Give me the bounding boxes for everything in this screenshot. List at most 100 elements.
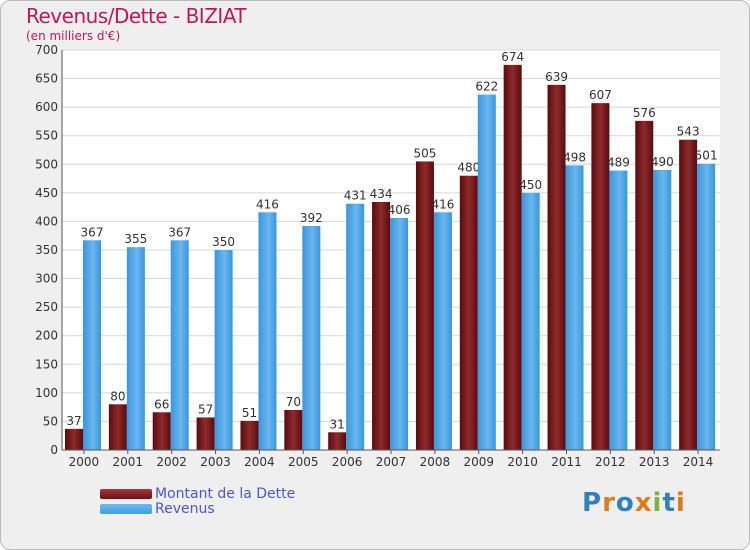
- bar-revenus: [653, 170, 672, 450]
- y-tick-label: 200: [35, 329, 58, 343]
- value-label-dette: 70: [286, 395, 301, 409]
- value-label-dette: 480: [457, 161, 480, 175]
- x-tick-label: 2013: [639, 455, 670, 469]
- chart-subtitle: (en milliers d'€): [26, 29, 121, 43]
- bar-dette: [108, 404, 127, 450]
- x-tick-label: 2012: [595, 455, 626, 469]
- y-tick-label: 600: [35, 100, 58, 114]
- x-tick-label: 2014: [683, 455, 714, 469]
- bar-revenus: [433, 212, 452, 450]
- value-label-dette: 434: [370, 187, 393, 201]
- y-tick-label: 550: [35, 129, 58, 143]
- value-label-dette: 66: [154, 397, 169, 411]
- logo-letter: P: [582, 488, 603, 518]
- y-tick-label: 500: [35, 157, 58, 171]
- value-label-dette: 576: [633, 106, 656, 120]
- bar-dette: [415, 161, 434, 450]
- logo-letter: x: [634, 488, 653, 518]
- bar-revenus: [565, 165, 584, 450]
- legend-item-revenus: Revenus: [100, 501, 400, 517]
- logo-letter: i: [675, 488, 686, 518]
- bar-dette: [152, 412, 171, 450]
- y-tick-label: 100: [35, 386, 58, 400]
- logo-letter: i: [652, 488, 663, 518]
- chart-title: Revenus/Dette - BIZIAT: [26, 4, 247, 28]
- value-label-revenus: 498: [563, 150, 586, 164]
- legend-item-dette: Montant de la Dette: [100, 486, 400, 502]
- value-label-dette: 543: [677, 125, 700, 139]
- y-tick-label: 50: [43, 414, 58, 428]
- x-tick-label: 2010: [507, 455, 538, 469]
- bar-revenus: [609, 170, 628, 451]
- x-tick-label: 2009: [463, 455, 494, 469]
- value-label-revenus: 355: [124, 232, 147, 246]
- value-label-revenus: 350: [212, 235, 235, 249]
- y-tick-label: 450: [35, 186, 58, 200]
- value-label-dette: 31: [330, 417, 345, 431]
- y-tick-label: 700: [35, 43, 58, 57]
- value-label-revenus: 392: [300, 211, 323, 225]
- value-label-dette: 51: [242, 406, 257, 420]
- bar-revenus: [346, 203, 365, 450]
- value-label-revenus: 489: [607, 156, 630, 170]
- y-tick-label: 0: [50, 443, 58, 457]
- bar-dette: [635, 120, 654, 450]
- value-label-revenus: 431: [344, 189, 367, 203]
- bar-revenus: [214, 250, 233, 450]
- proxiti-logo: Proxiti: [582, 488, 686, 518]
- y-tick-label: 650: [35, 72, 58, 86]
- value-label-dette: 505: [413, 146, 436, 160]
- logo-letter: o: [615, 488, 635, 518]
- bar-revenus: [477, 94, 496, 451]
- legend-label-dette: Montant de la Dette: [155, 486, 296, 502]
- bar-dette: [240, 420, 259, 450]
- x-tick-label: 2005: [288, 455, 319, 469]
- value-label-revenus: 367: [168, 225, 191, 239]
- value-label-revenus: 490: [651, 155, 674, 169]
- bar-revenus: [302, 226, 321, 450]
- value-label-revenus: 406: [388, 203, 411, 217]
- value-label-dette: 80: [110, 389, 125, 403]
- value-label-revenus: 450: [519, 178, 542, 192]
- x-tick-label: 2003: [200, 455, 231, 469]
- y-tick-label: 400: [35, 214, 58, 228]
- x-tick-label: 2007: [376, 455, 407, 469]
- bar-dette: [65, 428, 83, 450]
- legend-swatch-dette: [100, 489, 152, 499]
- value-label-revenus: 501: [695, 149, 718, 163]
- value-label-dette: 37: [66, 414, 81, 428]
- bar-revenus: [170, 240, 189, 450]
- bar-revenus: [126, 247, 145, 450]
- bar-revenus: [83, 240, 101, 450]
- bar-dette: [547, 84, 566, 450]
- value-label-revenus: 416: [256, 197, 279, 211]
- y-tick-label: 300: [35, 272, 58, 286]
- bar-revenus: [390, 218, 409, 450]
- value-label-dette: 674: [501, 50, 524, 64]
- bar-revenus: [697, 163, 716, 450]
- legend-label-revenus: Revenus: [155, 501, 215, 517]
- x-tick-label: 2008: [420, 455, 451, 469]
- value-label-revenus: 622: [475, 80, 498, 94]
- bar-dette: [459, 175, 478, 450]
- y-tick-label: 250: [35, 300, 58, 314]
- bar-dette: [591, 103, 610, 451]
- value-label-revenus: 416: [431, 197, 454, 211]
- value-label-dette: 57: [198, 402, 213, 416]
- logo-letter: r: [602, 488, 616, 518]
- bar-dette: [679, 139, 698, 450]
- legend-swatch-revenus: [100, 504, 152, 514]
- value-label-dette: 607: [589, 88, 612, 102]
- x-tick-label: 2001: [113, 455, 144, 469]
- bar-dette: [284, 410, 303, 450]
- x-tick-label: 2000: [69, 455, 100, 469]
- bar-revenus: [258, 212, 277, 450]
- y-tick-label: 150: [35, 357, 58, 371]
- x-tick-label: 2011: [551, 455, 582, 469]
- bar-revenus: [521, 192, 540, 450]
- x-tick-label: 2004: [244, 455, 275, 469]
- logo-letter: t: [662, 488, 676, 518]
- value-label-dette: 639: [545, 70, 568, 84]
- value-label-revenus: 367: [81, 225, 104, 239]
